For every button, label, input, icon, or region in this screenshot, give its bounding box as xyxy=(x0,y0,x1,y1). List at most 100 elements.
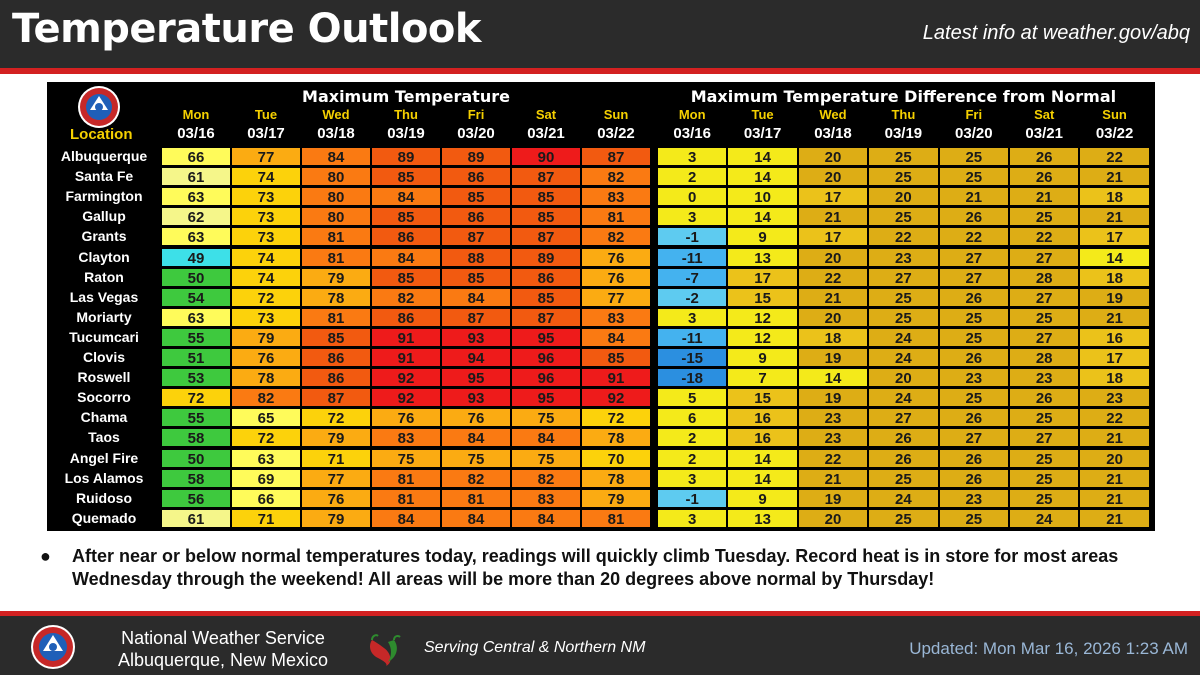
diff-temp-cell: 9 xyxy=(727,227,798,247)
location-label: Grants xyxy=(81,228,127,245)
diff-temp-cell: 21 xyxy=(797,287,869,307)
location-label: Socorro xyxy=(77,389,131,406)
diff-temp-cell: -11 xyxy=(657,247,728,267)
max-temp-cell: 90 xyxy=(511,147,581,166)
max-temp-cell: 55 xyxy=(161,408,231,428)
max-date-header: 03/20 xyxy=(457,125,495,142)
diff-temp-cell: 20 xyxy=(797,167,869,187)
max-temp-cell: 85 xyxy=(511,187,581,207)
diff-temp-cell: 20 xyxy=(797,508,869,528)
max-temp-cell: 63 xyxy=(161,307,231,327)
diff-temp-cell: 26 xyxy=(1009,388,1080,408)
max-temp-cell: 84 xyxy=(371,247,441,267)
diff-date-header: 03/16 xyxy=(673,125,711,142)
office-line-2: Albuquerque, New Mexico xyxy=(117,650,329,670)
diff-temp-cell: 26 xyxy=(938,448,1009,468)
max-temp-cell: 93 xyxy=(441,388,511,408)
diff-temp-cell: 27 xyxy=(868,408,939,428)
max-temp-cell: 94 xyxy=(441,348,511,367)
diff-temp-cell: 2 xyxy=(657,428,728,448)
max-temp-cell: 77 xyxy=(581,287,651,307)
max-temp-cell: 72 xyxy=(231,428,301,448)
diff-temp-cell: -15 xyxy=(657,348,728,367)
max-temp-cell: 85 xyxy=(371,267,441,287)
diff-temp-cell: 27 xyxy=(938,247,1009,267)
max-temp-cell: 71 xyxy=(301,448,371,468)
diff-day-header: Fri xyxy=(965,107,983,122)
location-label: Santa Fe xyxy=(74,168,134,185)
location-label: Moriarty xyxy=(76,308,132,325)
max-temp-cell: 81 xyxy=(581,508,651,528)
max-temp-cell: 87 xyxy=(511,307,581,327)
max-temp-cell: 78 xyxy=(301,287,371,307)
max-temp-cell: 82 xyxy=(511,468,581,488)
diff-temp-cell: 23 xyxy=(938,488,1009,508)
max-temp-cell: 82 xyxy=(581,227,651,247)
max-temp-cell: 77 xyxy=(231,147,301,166)
location-label: Los Alamos xyxy=(64,469,144,486)
max-temp-cell: 76 xyxy=(441,408,511,428)
diff-temp-cell: 16 xyxy=(727,428,798,448)
diff-temp-cell: 10 xyxy=(727,187,798,207)
max-temp-cell: 84 xyxy=(441,508,511,528)
max-temp-cell: 86 xyxy=(441,207,511,227)
max-temp-cell: 69 xyxy=(231,468,301,488)
max-temp-cell: 53 xyxy=(161,368,231,388)
max-temp-cell: 86 xyxy=(301,348,371,367)
diff-temp-cell: 25 xyxy=(1009,488,1080,508)
max-temp-cell: 89 xyxy=(441,147,511,166)
diff-temp-cell: 23 xyxy=(868,247,939,267)
diff-temp-cell: 2 xyxy=(657,167,728,187)
diff-temp-cell: 24 xyxy=(1009,508,1080,528)
diff-temp-cell: 25 xyxy=(938,388,1009,408)
max-temp-cell: 85 xyxy=(441,267,511,287)
diff-temp-cell: 14 xyxy=(727,167,798,187)
diff-temp-cell: 23 xyxy=(797,408,869,428)
max-temp-cell: 82 xyxy=(581,167,651,187)
max-temp-cell: 72 xyxy=(301,408,371,428)
diff-temp-cell: 17 xyxy=(1079,348,1150,367)
max-temp-cell: 85 xyxy=(371,167,441,187)
diff-temp-cell: 17 xyxy=(797,227,869,247)
header-info-link[interactable]: Latest info at weather.gov/abq xyxy=(922,22,1190,44)
diff-temp-cell: 21 xyxy=(1079,488,1150,508)
max-temp-cell: 76 xyxy=(581,247,651,267)
max-temp-cell: 63 xyxy=(231,448,301,468)
diff-temp-cell: 20 xyxy=(1079,448,1150,468)
diff-temp-cell: 14 xyxy=(797,368,869,388)
diff-day-header: Sun xyxy=(1102,107,1127,122)
max-temp-cell: 84 xyxy=(441,287,511,307)
max-date-header: 03/17 xyxy=(247,125,285,142)
max-temp-cell: 61 xyxy=(161,508,231,528)
diff-temp-cell: -1 xyxy=(657,488,728,508)
max-temp-cell: 55 xyxy=(161,327,231,347)
nws-footer-seal-icon xyxy=(31,625,75,669)
diff-temp-cell: 28 xyxy=(1009,348,1080,367)
max-temp-cell: 87 xyxy=(511,167,581,187)
location-label: Roswell xyxy=(77,369,131,386)
max-temp-cell: 78 xyxy=(581,428,651,448)
max-temp-cell: 79 xyxy=(301,508,371,528)
max-temp-cell: 73 xyxy=(231,227,301,247)
max-temp-cell: 81 xyxy=(371,468,441,488)
diff-temp-cell: 26 xyxy=(1009,167,1080,187)
diff-temp-cell: 17 xyxy=(727,267,798,287)
max-temp-cell: 88 xyxy=(441,247,511,267)
max-temp-cell: 92 xyxy=(371,388,441,408)
max-temp-cell: 65 xyxy=(231,408,301,428)
max-temp-cell: 72 xyxy=(581,408,651,428)
diff-temp-cell: 23 xyxy=(797,428,869,448)
max-temp-cell: 73 xyxy=(231,307,301,327)
diff-temp-cell: 21 xyxy=(1079,468,1150,488)
max-temp-cell: 61 xyxy=(161,167,231,187)
diff-temp-cell: 26 xyxy=(938,408,1009,428)
diff-temp-cell: 27 xyxy=(1009,428,1080,448)
max-temp-cell: 80 xyxy=(301,187,371,207)
max-temp-cell: 92 xyxy=(371,368,441,388)
max-date-header: 03/21 xyxy=(527,125,565,142)
diff-temp-cell: 12 xyxy=(727,307,798,327)
max-temp-cell: 86 xyxy=(301,368,371,388)
diff-temp-cell: 19 xyxy=(797,388,869,408)
header-bar: Temperature Outlook Latest info at weath… xyxy=(0,0,1200,68)
max-temp-cell: 78 xyxy=(581,468,651,488)
